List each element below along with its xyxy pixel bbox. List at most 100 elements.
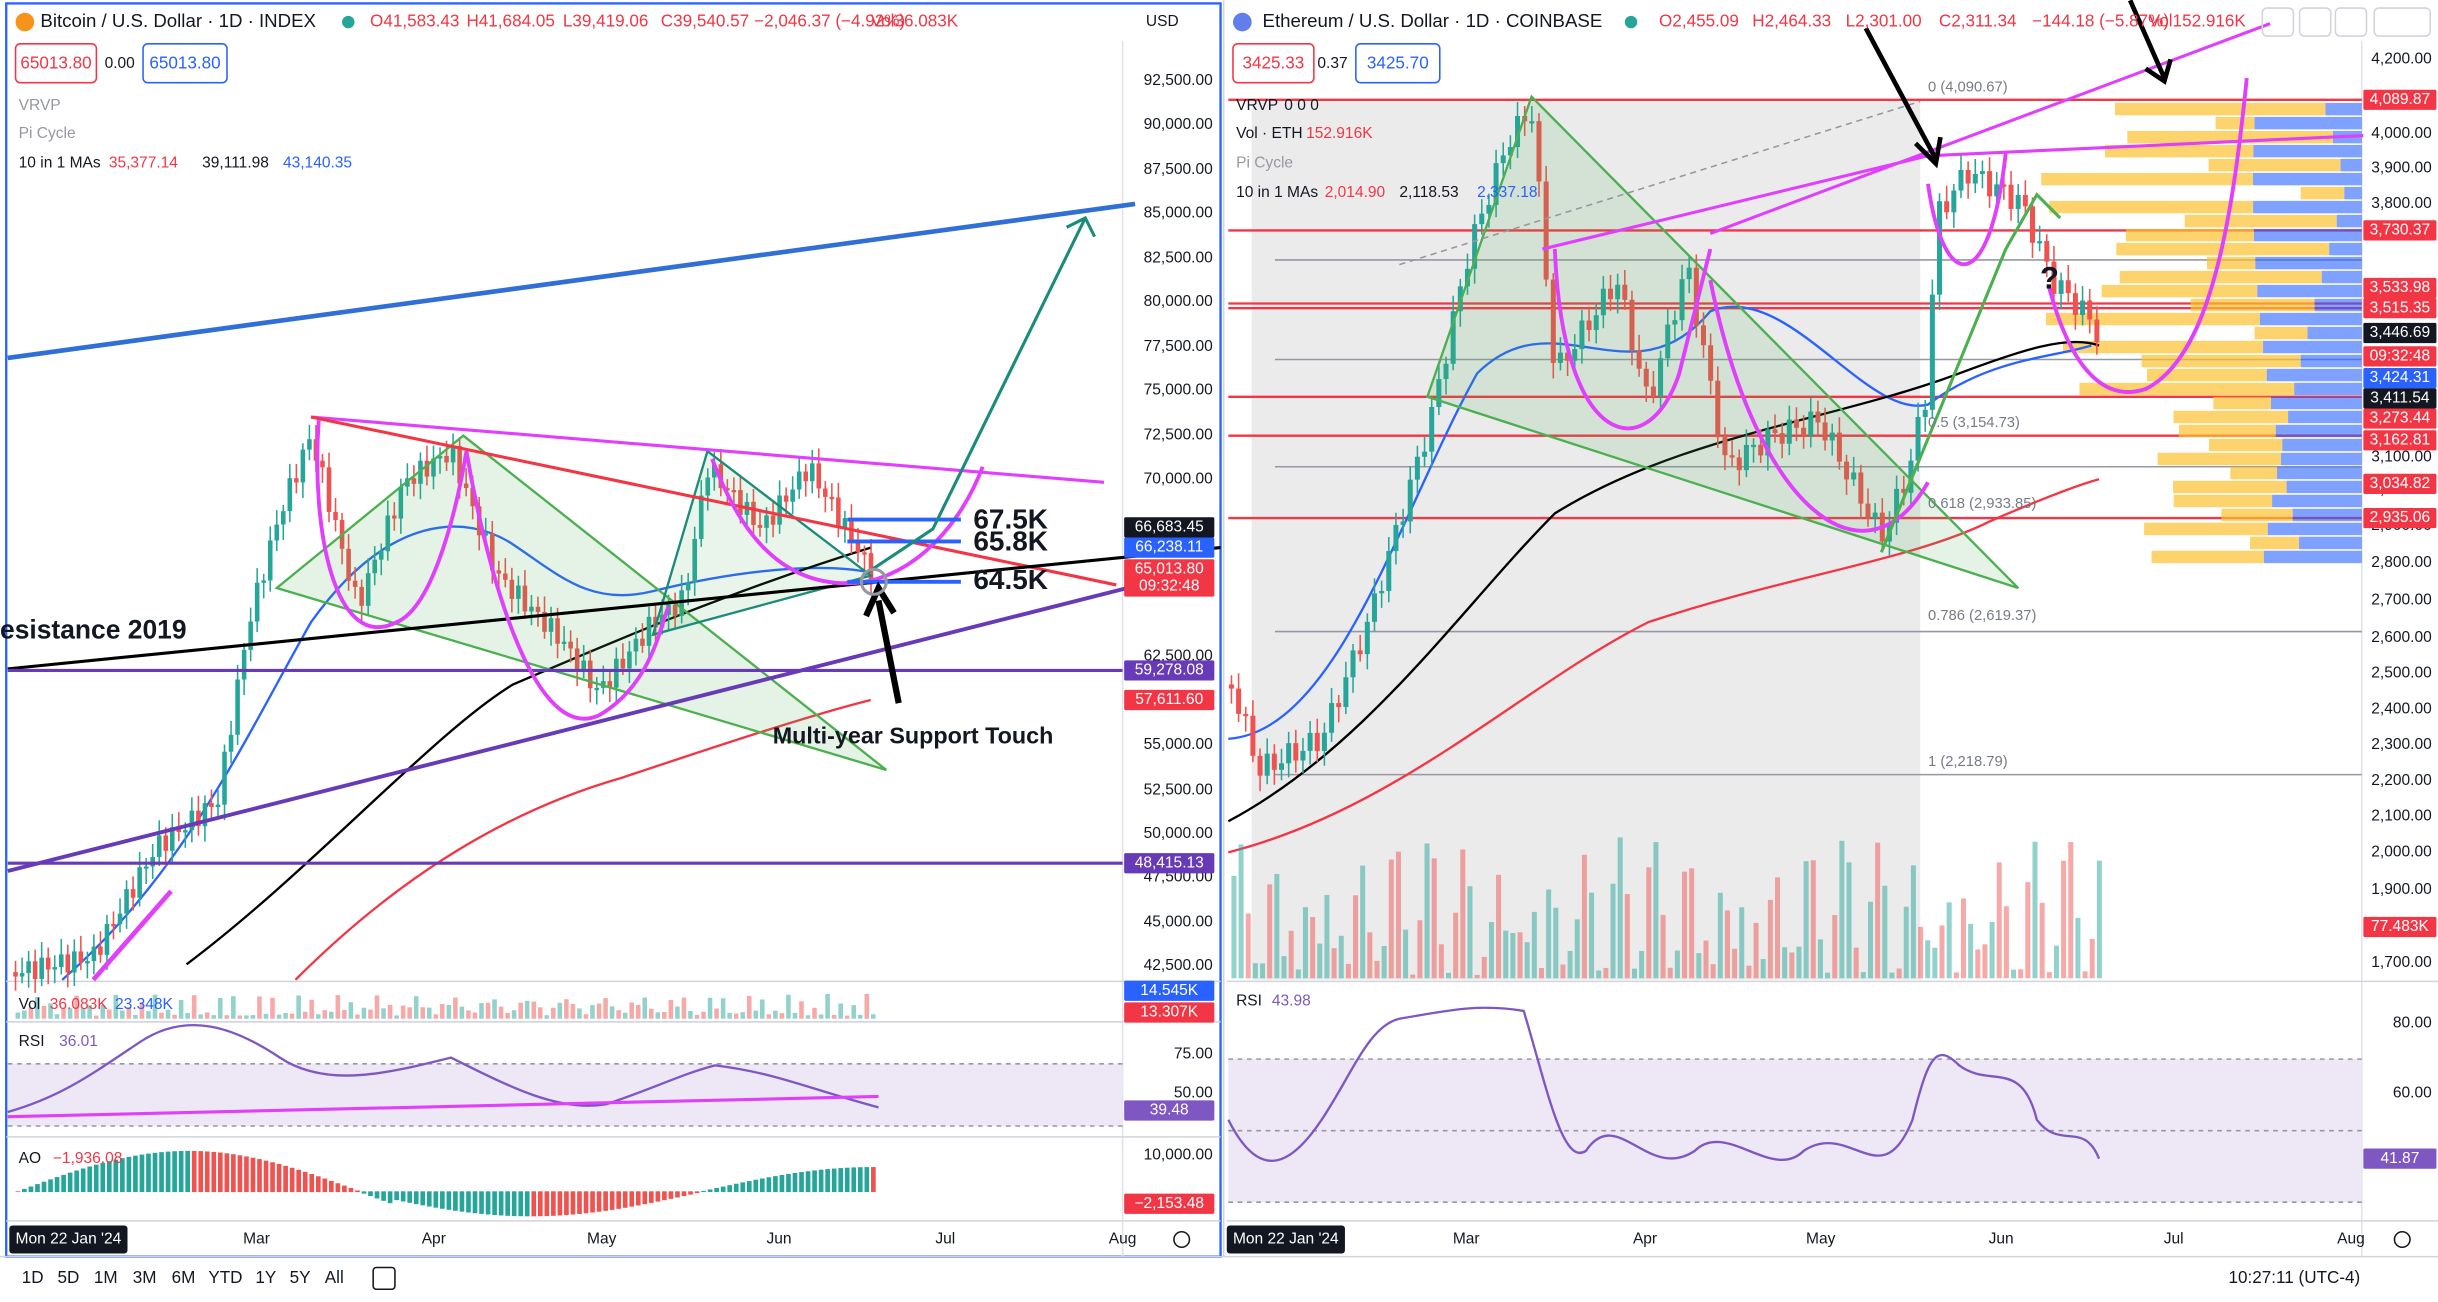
price-tag-box	[2363, 388, 2437, 409]
volume-bar	[733, 1013, 739, 1019]
volume-bar	[178, 999, 184, 1019]
volume-bar	[707, 997, 713, 1019]
range-button[interactable]: 1D	[22, 1268, 44, 1287]
candle	[1758, 444, 1764, 456]
calendar-button[interactable]	[372, 1266, 396, 1291]
ao-bar	[172, 1151, 177, 1193]
buy-button[interactable]	[142, 43, 228, 84]
candle	[1844, 461, 1850, 480]
price-tag-box	[1124, 689, 1215, 711]
volume-bar	[1524, 942, 1530, 979]
ao-bar	[342, 1185, 347, 1193]
candle	[130, 889, 136, 898]
volume-bar	[1324, 894, 1330, 979]
sell-price[interactable]: 65013.80	[20, 54, 91, 73]
price-axis-label: 2,100.00	[2371, 808, 2432, 825]
indicator-value: 152.916K	[1306, 125, 1373, 142]
toolbar-button[interactable]	[2298, 7, 2332, 37]
candle	[45, 957, 51, 970]
volume-bar	[746, 996, 752, 1019]
buy-price[interactable]: 65013.80	[149, 54, 220, 73]
candle	[1665, 324, 1671, 359]
range-button[interactable]: 5D	[57, 1268, 79, 1287]
candle	[1515, 116, 1521, 148]
candle	[1271, 753, 1277, 770]
volume-bar	[668, 999, 674, 1019]
volume-bar	[1517, 932, 1523, 979]
candle	[1436, 379, 1442, 408]
toolbar-button[interactable]	[2334, 7, 2368, 37]
range-button[interactable]: 5Y	[290, 1268, 312, 1287]
volume-bar	[766, 1014, 772, 1019]
time-label: Mon 22 Jan '24	[16, 1231, 122, 1248]
candle	[1815, 411, 1821, 423]
candle	[1400, 521, 1406, 525]
range-button[interactable]: YTD	[208, 1268, 242, 1287]
candle	[91, 946, 97, 962]
volume-bar	[1782, 947, 1788, 979]
candle	[1672, 320, 1678, 325]
candle	[1307, 732, 1313, 751]
time-label: Mon 22 Jan '24	[1233, 1231, 1339, 1248]
volume-profile	[2190, 298, 2315, 312]
candle	[1279, 763, 1285, 770]
candle	[418, 460, 423, 484]
ao-bar	[511, 1191, 517, 1217]
ohlc-value: O41,583.43	[370, 12, 459, 31]
currency-selector[interactable]: USD	[1146, 13, 1179, 30]
time-label: Apr	[1633, 1231, 1657, 1248]
candle	[346, 548, 351, 581]
candle	[698, 495, 704, 539]
price-axis-label: 2,500.00	[2371, 665, 2432, 682]
ao-bar	[80, 1168, 86, 1193]
range-button[interactable]: 1Y	[255, 1268, 277, 1287]
candle	[738, 490, 743, 515]
candle	[607, 681, 613, 688]
candle	[1779, 433, 1785, 444]
sell-button[interactable]	[14, 43, 98, 84]
pane-axis-label: 10,000.00	[1144, 1147, 1213, 1164]
volume-bar	[2053, 945, 2059, 979]
range-button[interactable]: 3M	[133, 1268, 157, 1287]
ao-bar	[322, 1178, 328, 1193]
buy-button[interactable]	[1355, 43, 1441, 84]
volume-bar	[1896, 968, 1902, 979]
buy-price[interactable]: 3425.70	[1367, 54, 1429, 73]
candle	[1529, 121, 1535, 124]
sell-price[interactable]: 3425.33	[1243, 54, 1305, 73]
change-value: −2,046.37 (−4.92%)	[754, 12, 905, 31]
volume-bar	[1538, 967, 1544, 979]
candle	[614, 658, 619, 688]
sell-button[interactable]	[1232, 43, 1315, 84]
ao-bar	[296, 1169, 302, 1193]
ao-bar	[178, 1150, 184, 1193]
toolbar-button[interactable]	[2373, 7, 2432, 37]
range-button[interactable]: All	[325, 1268, 344, 1287]
candle	[2015, 194, 2021, 209]
ao-bar	[505, 1191, 510, 1216]
range-button[interactable]: 1M	[94, 1268, 118, 1287]
candle	[1951, 190, 1957, 213]
ao-bar	[629, 1191, 635, 1207]
volume-bar	[1574, 919, 1580, 979]
candle	[1443, 363, 1449, 380]
candle	[1965, 169, 1971, 184]
price-tag-box	[1124, 1193, 1215, 1214]
settings-button[interactable]	[2393, 1230, 2411, 1249]
candle	[1822, 422, 1828, 441]
range-button[interactable]: 6M	[172, 1268, 196, 1287]
volume-bar	[635, 1004, 641, 1019]
toolbar-button[interactable]	[2261, 7, 2295, 37]
price-tag-box	[2363, 430, 2437, 451]
volume-bar	[479, 1003, 484, 1019]
indicator-name: Pi Cycle	[1236, 155, 1293, 172]
candle	[1751, 444, 1757, 448]
volume-bar	[453, 997, 458, 1019]
candle	[1979, 171, 1985, 174]
settings-button[interactable]	[1173, 1230, 1191, 1249]
volume-profile	[2213, 396, 2272, 410]
volume-bar	[211, 1015, 217, 1019]
volume-bar	[231, 996, 236, 1019]
price-tag-box	[1124, 853, 1215, 874]
candle	[1765, 429, 1771, 456]
